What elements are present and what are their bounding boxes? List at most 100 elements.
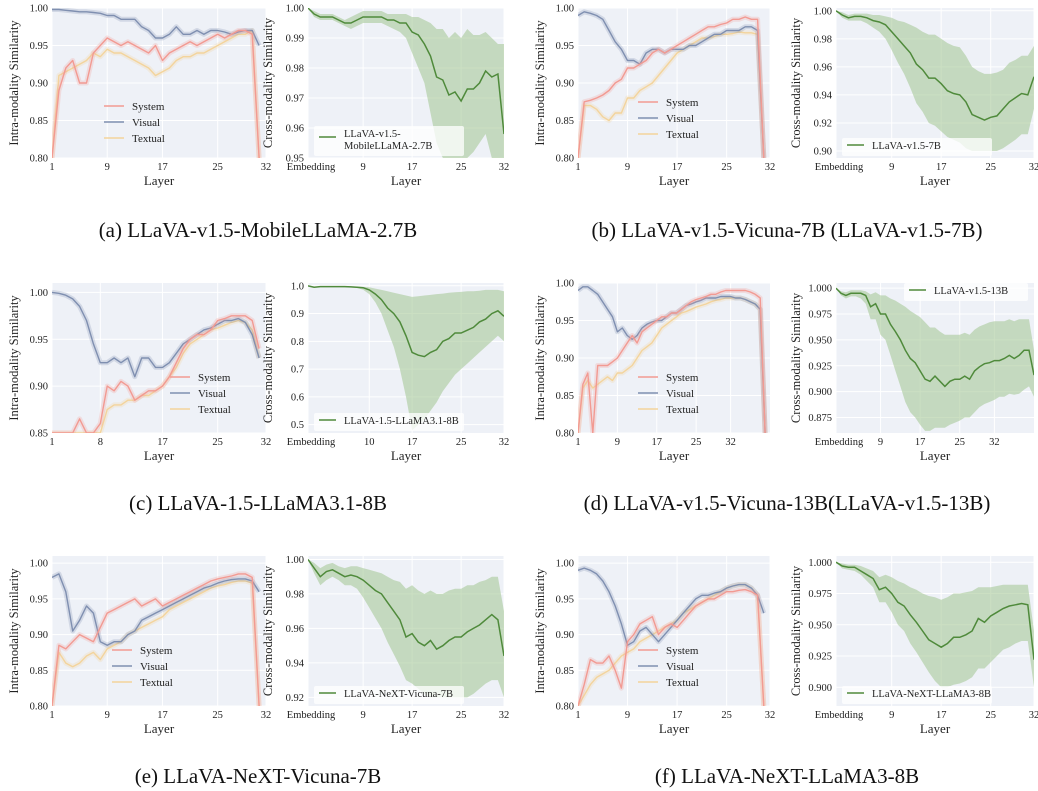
- legend-label: LLaVA-NeXT-Vicuna-7B: [344, 689, 453, 700]
- x-tick-label: 32: [499, 710, 510, 721]
- y-axis-label: Intra-modality Similarity: [7, 568, 21, 694]
- plot-marks: [308, 8, 504, 158]
- series-line-system: [578, 588, 765, 706]
- y-tick-label: 0.90: [556, 630, 574, 641]
- x-tick-label: 17: [407, 710, 418, 721]
- y-axis-label: Intra-modality Similarity: [533, 20, 547, 146]
- chart-c-intra: 0.85 0.90 0.95 1.00 1 8 17 25 32 Layer Intra-modal…: [7, 283, 271, 463]
- x-axis-label: Layer: [920, 173, 951, 188]
- y-tick-label: 0.80: [556, 702, 574, 713]
- confidence-band: [836, 288, 1034, 431]
- chart-c-cross: 0.5 0.6 0.7 0.8 0.9 1.0 Embedding 10 17 25 32 Layer…: [261, 281, 509, 463]
- x-tick-label: 25: [212, 437, 223, 448]
- chart-f-cross: 0.900 0.925 0.950 0.975 1.000 Embedding 9 17 25 3…: [789, 556, 1038, 736]
- legend-label: LLaVA-1.5-LLaMA3.1-8B: [344, 416, 459, 427]
- x-tick-label: 9: [615, 437, 620, 448]
- x-tick-label: 17: [652, 437, 663, 448]
- plot-marks: [578, 284, 768, 433]
- y-tick-label: 0.90: [30, 382, 48, 393]
- series-line-system: [52, 29, 260, 158]
- y-tick-label: 0.950: [808, 620, 832, 631]
- confidence-band: [308, 8, 504, 158]
- legend-label: LLaVA-v1.5-13B: [934, 286, 1008, 297]
- plot-marks: [308, 285, 504, 431]
- x-tick-label: 17: [915, 437, 926, 448]
- x-tick-label: 25: [456, 437, 467, 448]
- y-tick-label: 0.925: [808, 652, 832, 663]
- y-tick-label: 0.95: [556, 316, 574, 327]
- series-line-textual: [52, 29, 260, 158]
- legend-box: [842, 138, 992, 156]
- y-tick-label: 0.925: [808, 361, 832, 372]
- y-tick-label: 0.97: [286, 94, 304, 105]
- caption-b: (b) LLaVA-v1.5-Vicuna-7B (LLaVA-v1.5-7B): [591, 218, 983, 242]
- x-tick-label: 32: [765, 710, 776, 721]
- y-tick-label: 0.95: [30, 594, 48, 605]
- x-tick-label: 9: [625, 710, 630, 721]
- series-line-cross: [308, 558, 504, 657]
- caption-f: (f) LLaVA-NeXT-LLaMA3-8B: [654, 764, 920, 788]
- series-line-system: [52, 573, 260, 706]
- x-tick-label: 9: [878, 437, 883, 448]
- y-tick-label: 0.80: [30, 702, 48, 713]
- legend-label-system: System: [198, 372, 231, 384]
- legend-label-textual: Textual: [132, 133, 165, 145]
- y-tick-label: 1.00: [30, 288, 48, 299]
- y-tick-label: 0.95: [30, 335, 48, 346]
- y-tick-label: 0.90: [556, 354, 574, 365]
- x-tick-label: 9: [361, 162, 366, 173]
- y-tick-label: 0.92: [286, 693, 304, 704]
- y-tick-label: 0.85: [30, 429, 48, 440]
- y-tick-label: 1.00: [556, 559, 574, 570]
- y-axis-label: Cross-modality Similarity: [261, 17, 275, 148]
- x-tick-label: 32: [261, 437, 272, 448]
- y-axis-label: Cross-modality Similarity: [789, 565, 803, 696]
- plot-marks: [52, 8, 262, 158]
- y-tick-label: 0.6: [291, 392, 304, 403]
- legend-label-textual: Textual: [666, 404, 699, 416]
- y-tick-label: 0.95: [556, 594, 574, 605]
- series-line-textual: [578, 31, 765, 158]
- legend-label-system: System: [140, 645, 173, 657]
- series-line-visual: [52, 291, 260, 378]
- plot-marks: [578, 565, 767, 706]
- x-tick-label: 9: [361, 710, 366, 721]
- x-axis-label: Layer: [659, 448, 690, 463]
- chart-d-intra: 0.80 0.85 0.90 0.95 1.00 1 9 17 25 32 Layer Intra-m…: [533, 279, 770, 463]
- x-axis-label: Layer: [659, 173, 690, 188]
- confidence-band: [308, 285, 504, 431]
- x-tick-label: 32: [989, 437, 1000, 448]
- x-tick-label: Embedding: [815, 162, 864, 173]
- series-line-system: [52, 315, 260, 433]
- x-tick-label: 25: [212, 710, 223, 721]
- series-line-cross: [308, 285, 504, 358]
- plot-marks: [836, 10, 1034, 151]
- y-axis-label: Intra-modality Similarity: [533, 568, 547, 694]
- x-tick-label: 25: [721, 710, 732, 721]
- legend-label: MobileLLaMA-2.7B: [344, 141, 432, 152]
- y-tick-label: 0.98: [286, 64, 304, 75]
- caption-a: (a) LLaVA-v1.5-MobileLLaMA-2.7B: [98, 218, 418, 242]
- y-tick-label: 0.94: [286, 658, 305, 669]
- x-tick-label: 32: [725, 437, 736, 448]
- y-tick-label: 1.00: [556, 4, 574, 15]
- legend-label-system: System: [666, 372, 699, 384]
- y-tick-label: 0.80: [30, 154, 48, 165]
- y-tick-label: 0.94: [814, 90, 833, 101]
- series-line-textual: [52, 580, 260, 706]
- x-axis-label: Layer: [391, 173, 422, 188]
- y-tick-label: 0.90: [814, 146, 832, 157]
- legend-box: [314, 413, 464, 431]
- caption-e: (e) LLaVA-NeXT-Vicuna-7B: [134, 764, 382, 788]
- series-line-visual: [52, 8, 260, 46]
- x-tick-label: 9: [889, 162, 894, 173]
- series-line-system: [578, 16, 765, 158]
- x-tick-label: 32: [499, 437, 510, 448]
- y-tick-label: 0.96: [286, 124, 304, 135]
- chart-d-cross: 0.875 0.900 0.925 0.950 0.975 1.000 Embedding 9…: [789, 283, 1034, 463]
- x-tick-label: 25: [456, 710, 467, 721]
- confidence-band: [836, 10, 1034, 151]
- x-tick-label: 1: [575, 162, 580, 173]
- x-tick-label: 1: [575, 437, 580, 448]
- chart-b-cross: 0.90 0.92 0.94 0.96 0.98 1.00 Embedding 9 17 25 32…: [789, 6, 1038, 188]
